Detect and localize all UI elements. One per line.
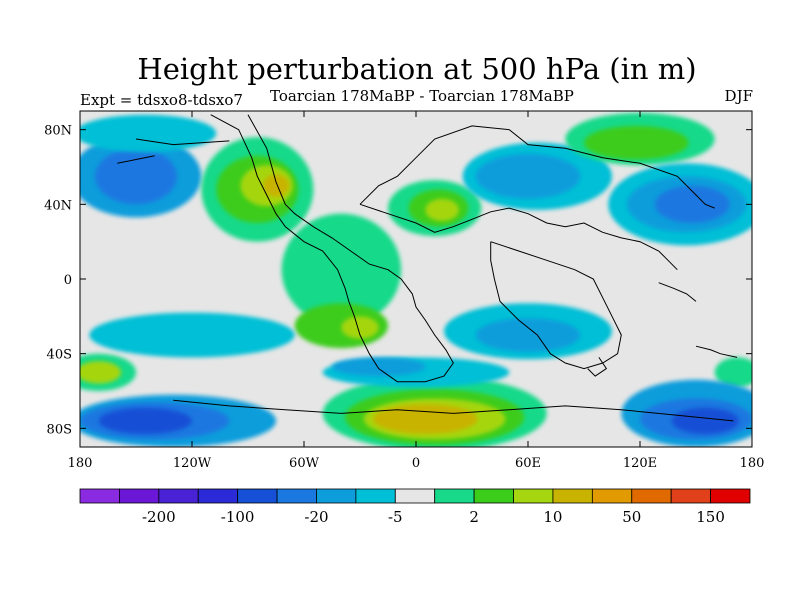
colorbar-box <box>237 488 278 504</box>
lon-tick-label: 60E <box>515 456 541 471</box>
field-region <box>654 185 730 223</box>
field-region <box>332 357 426 377</box>
lon-tick-label: 0 <box>412 456 420 471</box>
field-region <box>98 407 192 434</box>
colorbar-box <box>355 488 396 504</box>
colorbar-box <box>276 488 317 504</box>
field-region <box>475 318 581 352</box>
period-label: Toarcian 178MaBP - Toarcian 178MaBP <box>270 87 574 105</box>
page-title: Height perturbation at 500 hPa (in m) <box>137 52 697 86</box>
field-region <box>80 114 217 153</box>
coastline <box>587 357 608 377</box>
coastline <box>695 345 738 358</box>
field-region <box>373 404 478 434</box>
colorbar-box <box>394 488 436 504</box>
coastline <box>359 125 715 209</box>
colorbar-label: -20 <box>304 508 328 526</box>
colorbar-box <box>158 488 199 504</box>
coastlines <box>117 114 738 422</box>
colorbar-box <box>197 488 239 504</box>
colorbar-box <box>552 488 593 504</box>
coastline <box>210 114 454 383</box>
colorbar-box <box>316 488 357 504</box>
field-region <box>475 153 581 199</box>
colorbar-box <box>434 488 475 504</box>
lon-tick-label: 120E <box>623 456 657 471</box>
colorbar-label: 2 <box>469 508 479 526</box>
colorbar: -200 -100 -20 -5 2 10 50 150 <box>79 488 751 526</box>
field-region <box>714 357 752 388</box>
coastline <box>359 203 678 271</box>
colorbar-box <box>631 488 672 504</box>
longitude-axis: 180 120W 60W 0 60E 120E 180 <box>68 111 765 471</box>
lat-tick-label: 80S <box>47 422 72 437</box>
colorbar-box <box>591 488 633 504</box>
lon-tick-label: 60W <box>289 456 320 471</box>
lat-tick-label: 0 <box>64 273 72 288</box>
height-field <box>80 112 752 447</box>
field-region <box>584 125 689 160</box>
colorbar-label: 150 <box>696 508 725 526</box>
lon-tick-label: 180 <box>740 456 765 471</box>
colorbar-box <box>670 488 711 504</box>
lat-tick-label: 40S <box>47 348 72 363</box>
colorbar-label: -100 <box>221 508 255 526</box>
field-region <box>281 213 402 326</box>
coastline <box>117 155 155 164</box>
field-region <box>671 407 739 434</box>
coastline <box>658 282 697 302</box>
experiment-label: Expt = tdsxo8-tdsxo7 <box>80 91 243 109</box>
coastline <box>173 399 734 422</box>
lat-tick-label: 40N <box>44 198 72 213</box>
field-region <box>262 174 290 197</box>
season-label: DJF <box>724 87 753 105</box>
lat-tick-label: 80N <box>44 124 72 139</box>
field-region <box>341 316 379 339</box>
colorbar-label: -200 <box>142 508 176 526</box>
field-region <box>89 312 295 358</box>
latitude-axis: 80N 40N 0 40S 80S <box>44 124 752 437</box>
field-region <box>94 148 178 205</box>
colorbar-box <box>79 488 120 504</box>
lon-tick-label: 120W <box>173 456 212 471</box>
colorbar-label: -5 <box>388 508 403 526</box>
field-region <box>425 198 459 222</box>
colorbar-box <box>473 488 514 504</box>
colorbar-box <box>710 488 751 504</box>
map-plot-area <box>79 110 753 448</box>
coastline <box>135 138 230 146</box>
colorbar-label: 10 <box>543 508 562 526</box>
colorbar-box <box>513 488 554 504</box>
lon-tick-label: 180 <box>68 456 93 471</box>
colorbar-label: 50 <box>622 508 641 526</box>
field-region <box>80 361 122 384</box>
colorbar-box <box>119 488 160 504</box>
